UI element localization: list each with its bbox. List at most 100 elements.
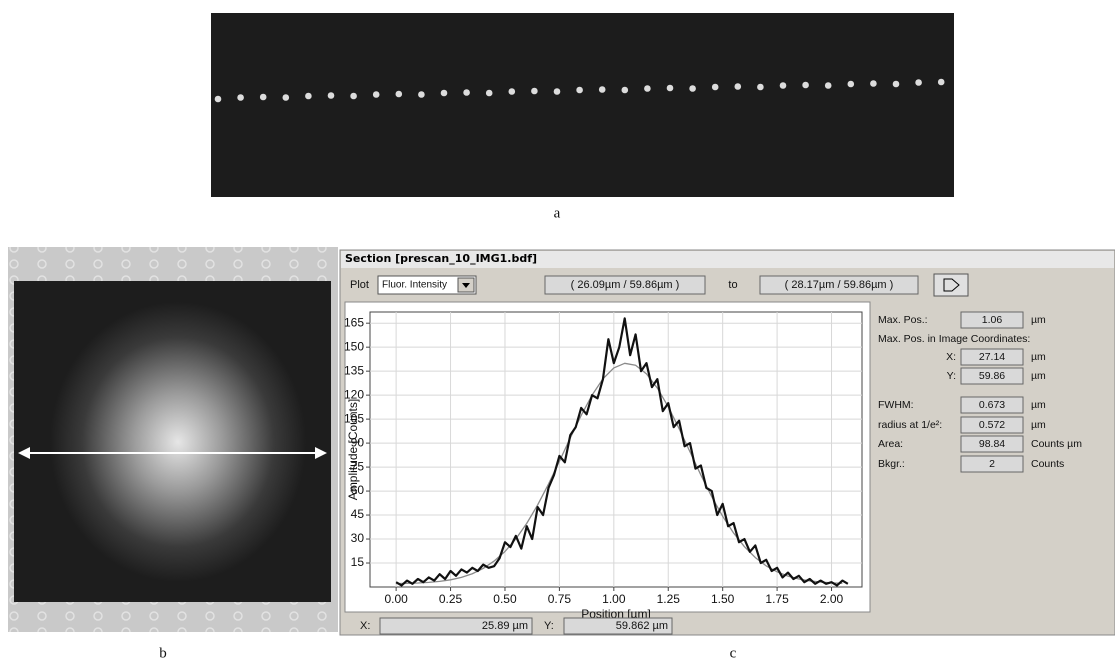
result-value: 1.06 bbox=[982, 314, 1003, 326]
bead bbox=[485, 89, 493, 97]
result-label: Y: bbox=[947, 370, 956, 382]
result-label: Max. Pos. in Image Coordinates: bbox=[878, 333, 1030, 345]
dropdown-text: Fluor. Intensity bbox=[382, 280, 447, 291]
y-tick-label: 165 bbox=[344, 315, 364, 329]
y-tick-label: 15 bbox=[351, 555, 365, 569]
result-unit: Counts µm bbox=[1031, 438, 1082, 450]
result-field bbox=[960, 367, 1024, 385]
bead bbox=[259, 93, 267, 101]
y-tick-label: 60 bbox=[351, 483, 365, 497]
bead bbox=[666, 84, 674, 92]
x-tick-label: 1.25 bbox=[657, 592, 681, 606]
series-line bbox=[396, 362, 843, 585]
plot-label: Plot bbox=[350, 279, 369, 291]
bead bbox=[440, 89, 448, 97]
bead bbox=[734, 83, 742, 90]
from-text: ( 26.09µm / 59.86µm ) bbox=[571, 279, 680, 291]
bead bbox=[711, 83, 719, 91]
result-unit: µm bbox=[1031, 419, 1046, 431]
bead bbox=[824, 82, 832, 89]
status-x-label: X: bbox=[360, 620, 370, 632]
result-unit: Counts bbox=[1031, 458, 1064, 470]
x-tick-label: 0.75 bbox=[548, 592, 572, 606]
bead bbox=[757, 83, 764, 91]
status-x-value: 25.89 µm bbox=[482, 620, 528, 632]
bead bbox=[598, 86, 606, 93]
y-axis-label: Amplitude [Counts] bbox=[346, 399, 360, 500]
series-line bbox=[395, 317, 849, 587]
chart: 15 30 45 60 75 90 105 120 135 150 165 0.00 0.25 0.50 0… bbox=[344, 312, 862, 621]
result-value: 59.86 bbox=[979, 370, 1005, 382]
y-tick-label: 135 bbox=[344, 363, 364, 377]
export-button[interactable] bbox=[933, 273, 969, 297]
result-field bbox=[960, 311, 1024, 329]
result-unit: µm bbox=[1031, 399, 1046, 411]
y-tick-label: 120 bbox=[344, 387, 364, 401]
result-value: 0.572 bbox=[979, 419, 1005, 431]
bead bbox=[576, 86, 583, 94]
bead bbox=[463, 89, 470, 96]
result-label: Max. Pos.: bbox=[878, 314, 928, 326]
bead bbox=[937, 78, 945, 86]
bead bbox=[779, 82, 787, 89]
bead bbox=[553, 88, 561, 95]
bead bbox=[418, 91, 425, 98]
bead bbox=[621, 86, 629, 94]
bead bbox=[350, 92, 357, 100]
bead bbox=[237, 94, 244, 101]
to-label: to bbox=[728, 279, 737, 291]
bead bbox=[870, 80, 877, 87]
plot-frame bbox=[369, 311, 863, 588]
bead bbox=[689, 85, 696, 92]
dropdown-arrow bbox=[462, 283, 470, 288]
to-text: ( 28.17µm / 59.86µm ) bbox=[785, 279, 894, 291]
x-tick-label: 1.75 bbox=[765, 592, 789, 606]
result-label: Area: bbox=[878, 438, 903, 450]
y-tick-label: 105 bbox=[344, 411, 364, 425]
figure-label: a bbox=[554, 205, 561, 221]
export-icon bbox=[943, 278, 960, 292]
title-bar bbox=[341, 251, 1114, 268]
dropdown[interactable] bbox=[377, 275, 477, 295]
result-unit: µm bbox=[1031, 314, 1046, 326]
result-field bbox=[960, 396, 1024, 414]
result-field bbox=[960, 416, 1024, 434]
x-tick-label: 1.50 bbox=[711, 592, 735, 606]
bead bbox=[644, 85, 651, 92]
image-a bbox=[211, 13, 954, 197]
bead-row bbox=[214, 78, 945, 103]
bead bbox=[508, 88, 516, 95]
x-tick-label: 0.00 bbox=[384, 592, 408, 606]
result-label: FWHM: bbox=[878, 399, 914, 411]
from-field bbox=[544, 275, 706, 295]
y-tick-label: 75 bbox=[351, 459, 365, 473]
bead bbox=[395, 90, 403, 98]
y-tick-label: 150 bbox=[344, 339, 364, 353]
result-unit: µm bbox=[1031, 351, 1046, 363]
result-label: radius at 1/e²: bbox=[878, 419, 942, 431]
result-unit: µm bbox=[1031, 370, 1046, 382]
status-y-field bbox=[563, 617, 673, 635]
spot bbox=[50, 302, 306, 582]
bead bbox=[802, 81, 809, 89]
x-tick-label: 0.25 bbox=[439, 592, 463, 606]
result-field bbox=[960, 435, 1024, 453]
window-title: Section [prescan_10_IMG1.bdf] bbox=[345, 252, 537, 265]
x-tick-label: 1.00 bbox=[602, 592, 626, 606]
bead bbox=[847, 80, 855, 88]
result-label: X: bbox=[946, 351, 956, 363]
x-tick-label: 2.00 bbox=[820, 592, 844, 606]
result-label: Bkgr.: bbox=[878, 458, 905, 470]
y-tick-label: 30 bbox=[351, 531, 365, 545]
status-y-value: 59.862 µm bbox=[616, 620, 668, 632]
status-y-label: Y: bbox=[544, 620, 554, 632]
result-value: 0.673 bbox=[979, 399, 1005, 411]
bead bbox=[892, 80, 900, 88]
y-tick-label: 90 bbox=[351, 435, 365, 449]
figure-label: c bbox=[730, 645, 737, 661]
result-value: 2 bbox=[989, 458, 995, 470]
result-field bbox=[960, 455, 1024, 473]
bead bbox=[372, 91, 380, 98]
